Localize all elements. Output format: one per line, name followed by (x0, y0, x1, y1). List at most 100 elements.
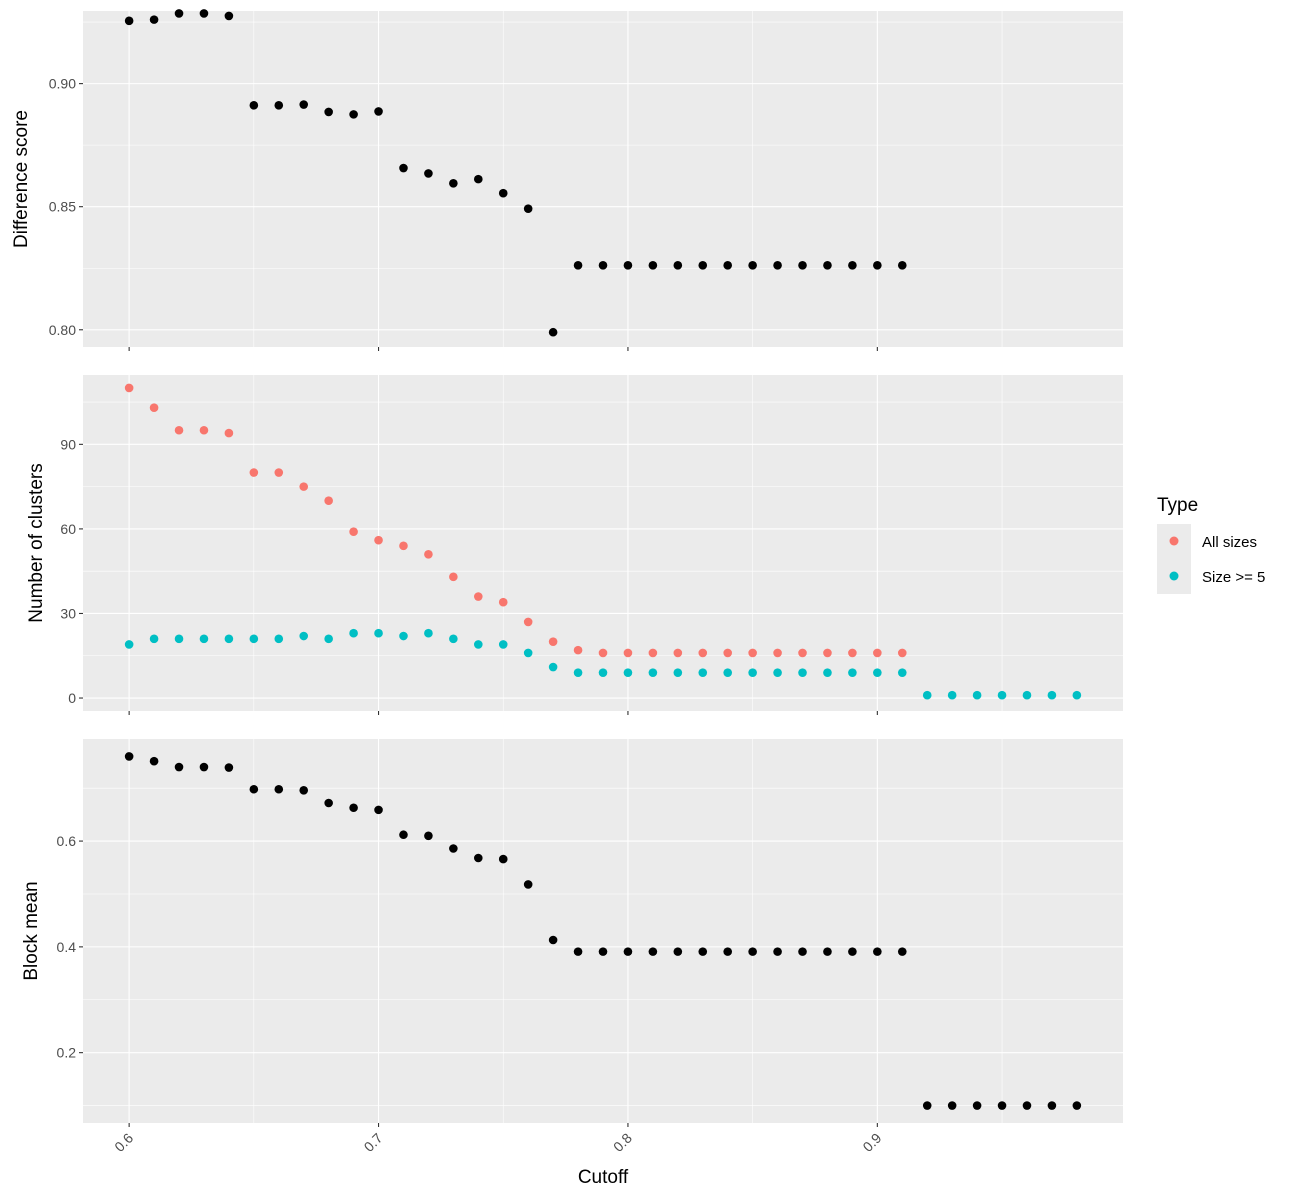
data-point (623, 648, 633, 658)
data-point (174, 425, 184, 435)
data-point (873, 668, 882, 677)
data-point (324, 496, 333, 506)
data-point (848, 947, 857, 956)
data-point (274, 634, 284, 644)
data-point (473, 853, 483, 863)
data-point (922, 1101, 932, 1110)
data-point (399, 163, 408, 173)
data-point (897, 260, 907, 270)
y-axis-title: Difference score (11, 110, 32, 248)
data-point (299, 631, 309, 641)
data-point (523, 204, 533, 213)
data-point (648, 648, 658, 658)
x-tick-label: 0.6 (111, 1130, 136, 1155)
data-point (498, 640, 508, 649)
data-point (498, 188, 508, 198)
data-point (748, 260, 757, 270)
data-point (249, 468, 259, 477)
data-point (274, 468, 284, 477)
data-point (324, 798, 333, 808)
panel-difference-score: 0.80 0.85 0.90 Difference score (11, 9, 1123, 351)
data-point (299, 100, 309, 109)
data-point (648, 947, 658, 956)
data-point (124, 640, 134, 649)
data-point (249, 100, 259, 110)
y-tick-label: 0.6 (57, 833, 77, 849)
panel-background (83, 11, 1123, 347)
data-point (224, 428, 234, 438)
data-point (424, 628, 433, 638)
data-point (548, 637, 558, 646)
panel-background (83, 739, 1123, 1123)
data-point (548, 662, 558, 672)
data-point (1072, 1101, 1082, 1110)
panel-background (83, 375, 1123, 711)
data-point (972, 1101, 982, 1110)
y-tick-label: 90 (60, 436, 76, 452)
series-block-mean (124, 752, 1082, 1110)
data-point (972, 690, 982, 700)
data-point (573, 260, 583, 270)
data-point (748, 648, 757, 658)
data-point (449, 844, 458, 853)
data-point (598, 668, 608, 677)
y-tick-label: 0 (68, 690, 76, 706)
data-point (623, 668, 633, 677)
legend-key-all-sizes (1169, 536, 1179, 546)
data-point (224, 11, 234, 21)
data-point (823, 668, 832, 677)
data-point (324, 107, 333, 117)
data-point (873, 648, 882, 658)
data-point (798, 260, 807, 270)
data-point (498, 854, 508, 864)
y-tick-label: 0.4 (57, 939, 77, 955)
data-point (374, 535, 383, 545)
y-tick-label: 0.90 (49, 76, 76, 92)
data-point (773, 260, 782, 270)
data-point (399, 830, 408, 840)
data-point (124, 752, 134, 761)
data-point (349, 628, 358, 638)
series-all-sizes (124, 383, 907, 658)
data-point (698, 668, 708, 677)
data-point (773, 648, 782, 658)
data-point (573, 645, 583, 655)
x-axis: 0.6 0.7 0.8 0.9 (111, 1130, 884, 1155)
data-point (673, 648, 683, 658)
data-point (997, 690, 1007, 700)
data-point (573, 947, 583, 956)
y-tick-label: 60 (60, 521, 76, 537)
data-point (473, 592, 483, 601)
data-point (498, 597, 508, 607)
data-point (848, 648, 857, 658)
data-point (823, 648, 832, 658)
data-point (548, 935, 558, 945)
data-point (424, 831, 433, 841)
data-point (598, 260, 608, 270)
data-point (748, 668, 757, 677)
x-axis-title: Cutoff (578, 1167, 629, 1188)
data-point (274, 100, 284, 110)
series-size-5 (124, 628, 1082, 700)
panel-block-mean: 0.2 0.4 0.6 Block mean (21, 739, 1123, 1127)
data-point (623, 947, 633, 956)
legend-title: Type (1157, 495, 1198, 516)
data-point (174, 634, 184, 644)
data-point (473, 640, 483, 649)
data-point (199, 762, 209, 772)
data-point (199, 634, 209, 644)
data-point (174, 762, 184, 772)
data-point (723, 668, 733, 677)
data-point (399, 631, 408, 641)
x-tick-label: 0.8 (610, 1130, 635, 1155)
data-point (673, 260, 683, 270)
data-point (224, 634, 234, 644)
data-point (922, 690, 932, 700)
data-point (149, 403, 159, 412)
data-point (523, 648, 533, 658)
data-point (873, 260, 882, 270)
data-point (299, 482, 309, 491)
data-point (947, 690, 957, 700)
data-point (449, 634, 458, 644)
